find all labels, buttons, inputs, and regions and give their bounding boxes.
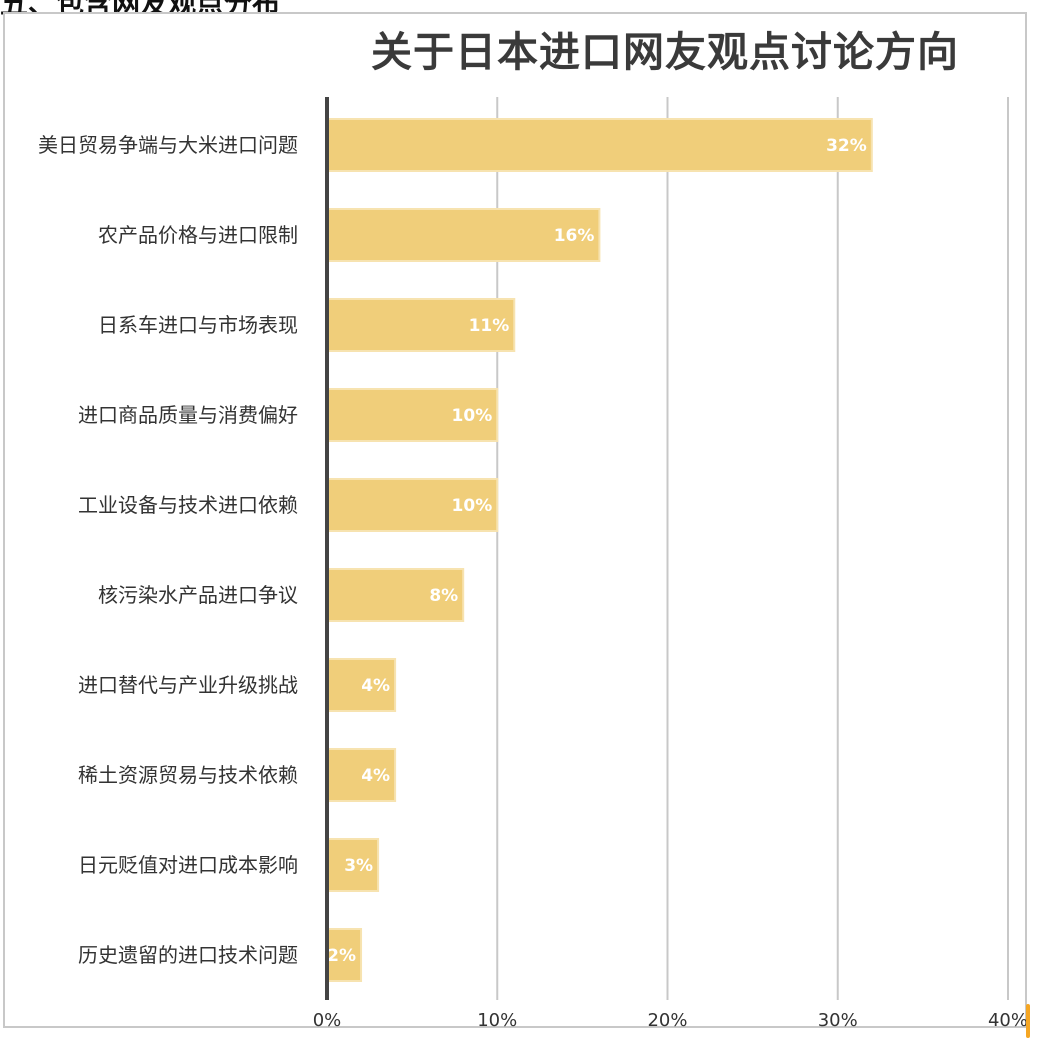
category-label: 美日贸易争端与大米进口问题: [38, 133, 298, 157]
category-label: 进口商品质量与消费偏好: [78, 403, 298, 427]
data-label: 16%: [554, 226, 595, 246]
scroll-marker: [1026, 1004, 1030, 1038]
data-label: 8%: [429, 586, 458, 606]
bar: [326, 928, 363, 982]
chart-title: 关于日本进口网友观点讨论方向: [371, 28, 959, 76]
category-label: 日元贬值对进口成本影响: [78, 853, 298, 877]
data-label: 32%: [826, 136, 867, 156]
x-tick-label: 30%: [818, 1010, 858, 1031]
category-labels: 美日贸易争端与大米进口问题农产品价格与进口限制日系车进口与市场表现进口商品质量与…: [38, 133, 298, 967]
data-label: 3%: [344, 856, 373, 876]
x-tick-label: 40%: [988, 1010, 1028, 1031]
bars: 32% 16% 11% 10% 10% 8% 4% 4% 3% 2%: [326, 118, 873, 982]
chart-frame: [3, 12, 1027, 1028]
bar: [326, 208, 601, 262]
bar: [326, 118, 873, 172]
bar: [326, 478, 499, 532]
x-tick-label: 10%: [477, 1010, 517, 1031]
category-label: 核污染水产品进口争议: [98, 583, 298, 607]
x-tick-labels: 0% 10% 20% 30% 40%: [313, 1010, 1028, 1031]
data-label: 4%: [361, 676, 390, 696]
bar: [326, 838, 380, 892]
category-label: 农产品价格与进口限制: [98, 223, 298, 247]
category-label: 日系车进口与市场表现: [98, 313, 298, 337]
data-label: 2%: [327, 946, 356, 966]
bar: [326, 298, 516, 352]
x-tick-label: 20%: [647, 1010, 687, 1031]
category-label: 历史遗留的进口技术问题: [78, 943, 298, 967]
x-tick-label: 0%: [313, 1010, 342, 1031]
category-label: 稀土资源贸易与技术依赖: [78, 763, 298, 787]
data-label: 10%: [452, 496, 493, 516]
category-label: 进口替代与产业升级挑战: [78, 673, 298, 697]
data-label: 4%: [361, 766, 390, 786]
data-label: 10%: [452, 406, 493, 426]
data-label: 11%: [469, 316, 510, 336]
category-label: 工业设备与技术进口依赖: [78, 493, 298, 517]
